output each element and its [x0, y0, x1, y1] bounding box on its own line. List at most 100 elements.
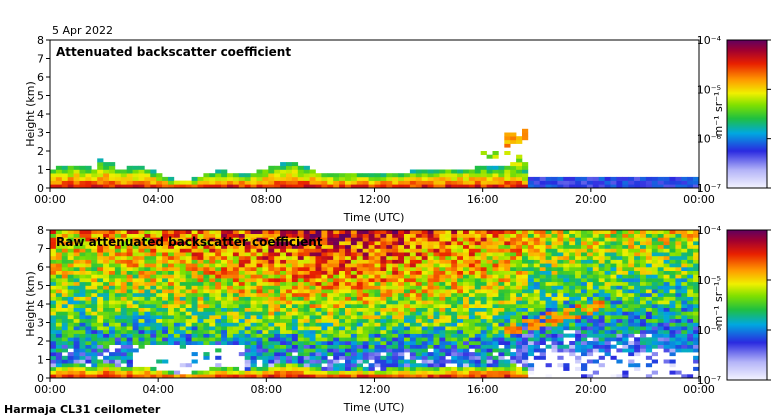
heatmap-cell: [362, 355, 369, 360]
heatmap-cell: [645, 244, 653, 249]
heatmap-cell: [445, 252, 452, 257]
heatmap-cell: [168, 176, 175, 181]
heatmap-cell: [280, 355, 287, 360]
heatmap-cell: [575, 237, 582, 242]
heatmap-cell: [303, 304, 310, 308]
heatmap-cell: [457, 370, 464, 375]
heatmap-cell: [138, 278, 145, 283]
heatmap-cell: [55, 337, 63, 342]
heatmap-cell: [309, 278, 316, 283]
heatmap-cell: [645, 355, 653, 360]
heatmap-cell: [545, 326, 552, 331]
heatmap-cell: [50, 289, 57, 294]
heatmap-cell: [238, 278, 245, 283]
heatmap-cell: [350, 304, 358, 308]
heatmap-cell: [610, 355, 617, 360]
heatmap-cell: [557, 259, 564, 264]
heatmap-cell: [97, 274, 104, 279]
heatmap-cell: [474, 267, 481, 271]
heatmap-cell: [468, 285, 476, 290]
heatmap-cell: [616, 318, 623, 323]
heatmap-cell: [669, 233, 676, 238]
heatmap-cell: [433, 281, 440, 286]
instrument-label: Harmaja CL31 ceilometer: [4, 403, 161, 416]
heatmap-cell: [628, 281, 635, 286]
heatmap-cell: [274, 259, 281, 264]
heatmap-cell: [380, 180, 387, 185]
heatmap-cell: [634, 281, 641, 286]
heatmap-cell: [268, 270, 275, 275]
heatmap-cell: [409, 173, 417, 178]
heatmap-cell: [527, 366, 535, 371]
heatmap-cell: [498, 169, 505, 174]
heatmap-cell: [598, 318, 605, 323]
heatmap-cell: [398, 270, 405, 275]
heatmap-cell: [150, 270, 157, 275]
heatmap-cell: [657, 344, 664, 349]
heatmap-cell: [681, 296, 688, 301]
heatmap-cell: [463, 307, 470, 312]
heatmap-cell: [126, 285, 133, 290]
heatmap-cell: [687, 263, 694, 268]
heatmap-cell: [404, 252, 411, 257]
y-tick-label: 4: [37, 298, 44, 311]
heatmap-cell: [581, 300, 588, 305]
heatmap-cell: [244, 366, 251, 371]
heatmap-cell: [79, 300, 86, 305]
heatmap-cell: [575, 292, 582, 297]
heatmap-cell: [421, 311, 428, 316]
heatmap-cell: [439, 176, 446, 181]
heatmap-cell: [645, 300, 653, 305]
heatmap-cell: [327, 352, 334, 357]
heatmap-cell: [221, 300, 228, 305]
heatmap-cell: [114, 270, 122, 275]
heatmap-cell: [545, 233, 552, 238]
heatmap-cell: [256, 241, 263, 246]
heatmap-cell: [162, 267, 169, 271]
heatmap-cell: [415, 311, 422, 316]
heatmap-cell: [103, 374, 110, 379]
heatmap-cell: [663, 348, 670, 353]
heatmap-cell: [681, 274, 688, 279]
heatmap-cell: [356, 344, 363, 349]
heatmap-cell: [250, 252, 257, 257]
heatmap-cell: [645, 315, 653, 320]
heatmap-cell: [309, 326, 316, 331]
heatmap-cell: [504, 237, 511, 242]
heatmap-cell: [109, 296, 116, 301]
heatmap-cell: [103, 176, 110, 181]
heatmap-cell: [286, 259, 293, 264]
heatmap-cell: [215, 285, 222, 290]
heatmap-cell: [522, 344, 529, 349]
heatmap-cell: [256, 184, 263, 189]
heatmap-cell: [392, 337, 399, 342]
heatmap-cell: [693, 318, 700, 323]
heatmap-cell: [539, 244, 546, 249]
heatmap-cell: [280, 248, 287, 253]
heatmap-cell: [492, 329, 499, 334]
heatmap-cell: [209, 180, 216, 185]
heatmap-cell: [533, 241, 540, 246]
heatmap-cell: [232, 267, 240, 271]
heatmap-cell: [156, 267, 163, 271]
heatmap-cell: [268, 374, 275, 379]
heatmap-cell: [693, 252, 700, 257]
heatmap-cell: [97, 252, 104, 257]
heatmap-cell: [67, 300, 74, 305]
heatmap-cell: [303, 230, 310, 234]
heatmap-cell: [91, 274, 98, 279]
heatmap-cell: [227, 289, 234, 294]
heatmap-cell: [327, 248, 334, 253]
heatmap-cell: [286, 315, 293, 320]
heatmap-cell: [297, 344, 304, 349]
heatmap-cell: [250, 326, 257, 331]
heatmap-cell: [480, 329, 487, 334]
heatmap-cell: [197, 296, 204, 301]
heatmap-cell: [563, 259, 570, 264]
heatmap-cell: [250, 248, 257, 253]
heatmap-cell: [557, 333, 564, 338]
heatmap-cell: [215, 363, 222, 368]
heatmap-cell: [309, 348, 316, 353]
heatmap-cell: [557, 296, 564, 301]
heatmap-cell: [404, 230, 411, 234]
